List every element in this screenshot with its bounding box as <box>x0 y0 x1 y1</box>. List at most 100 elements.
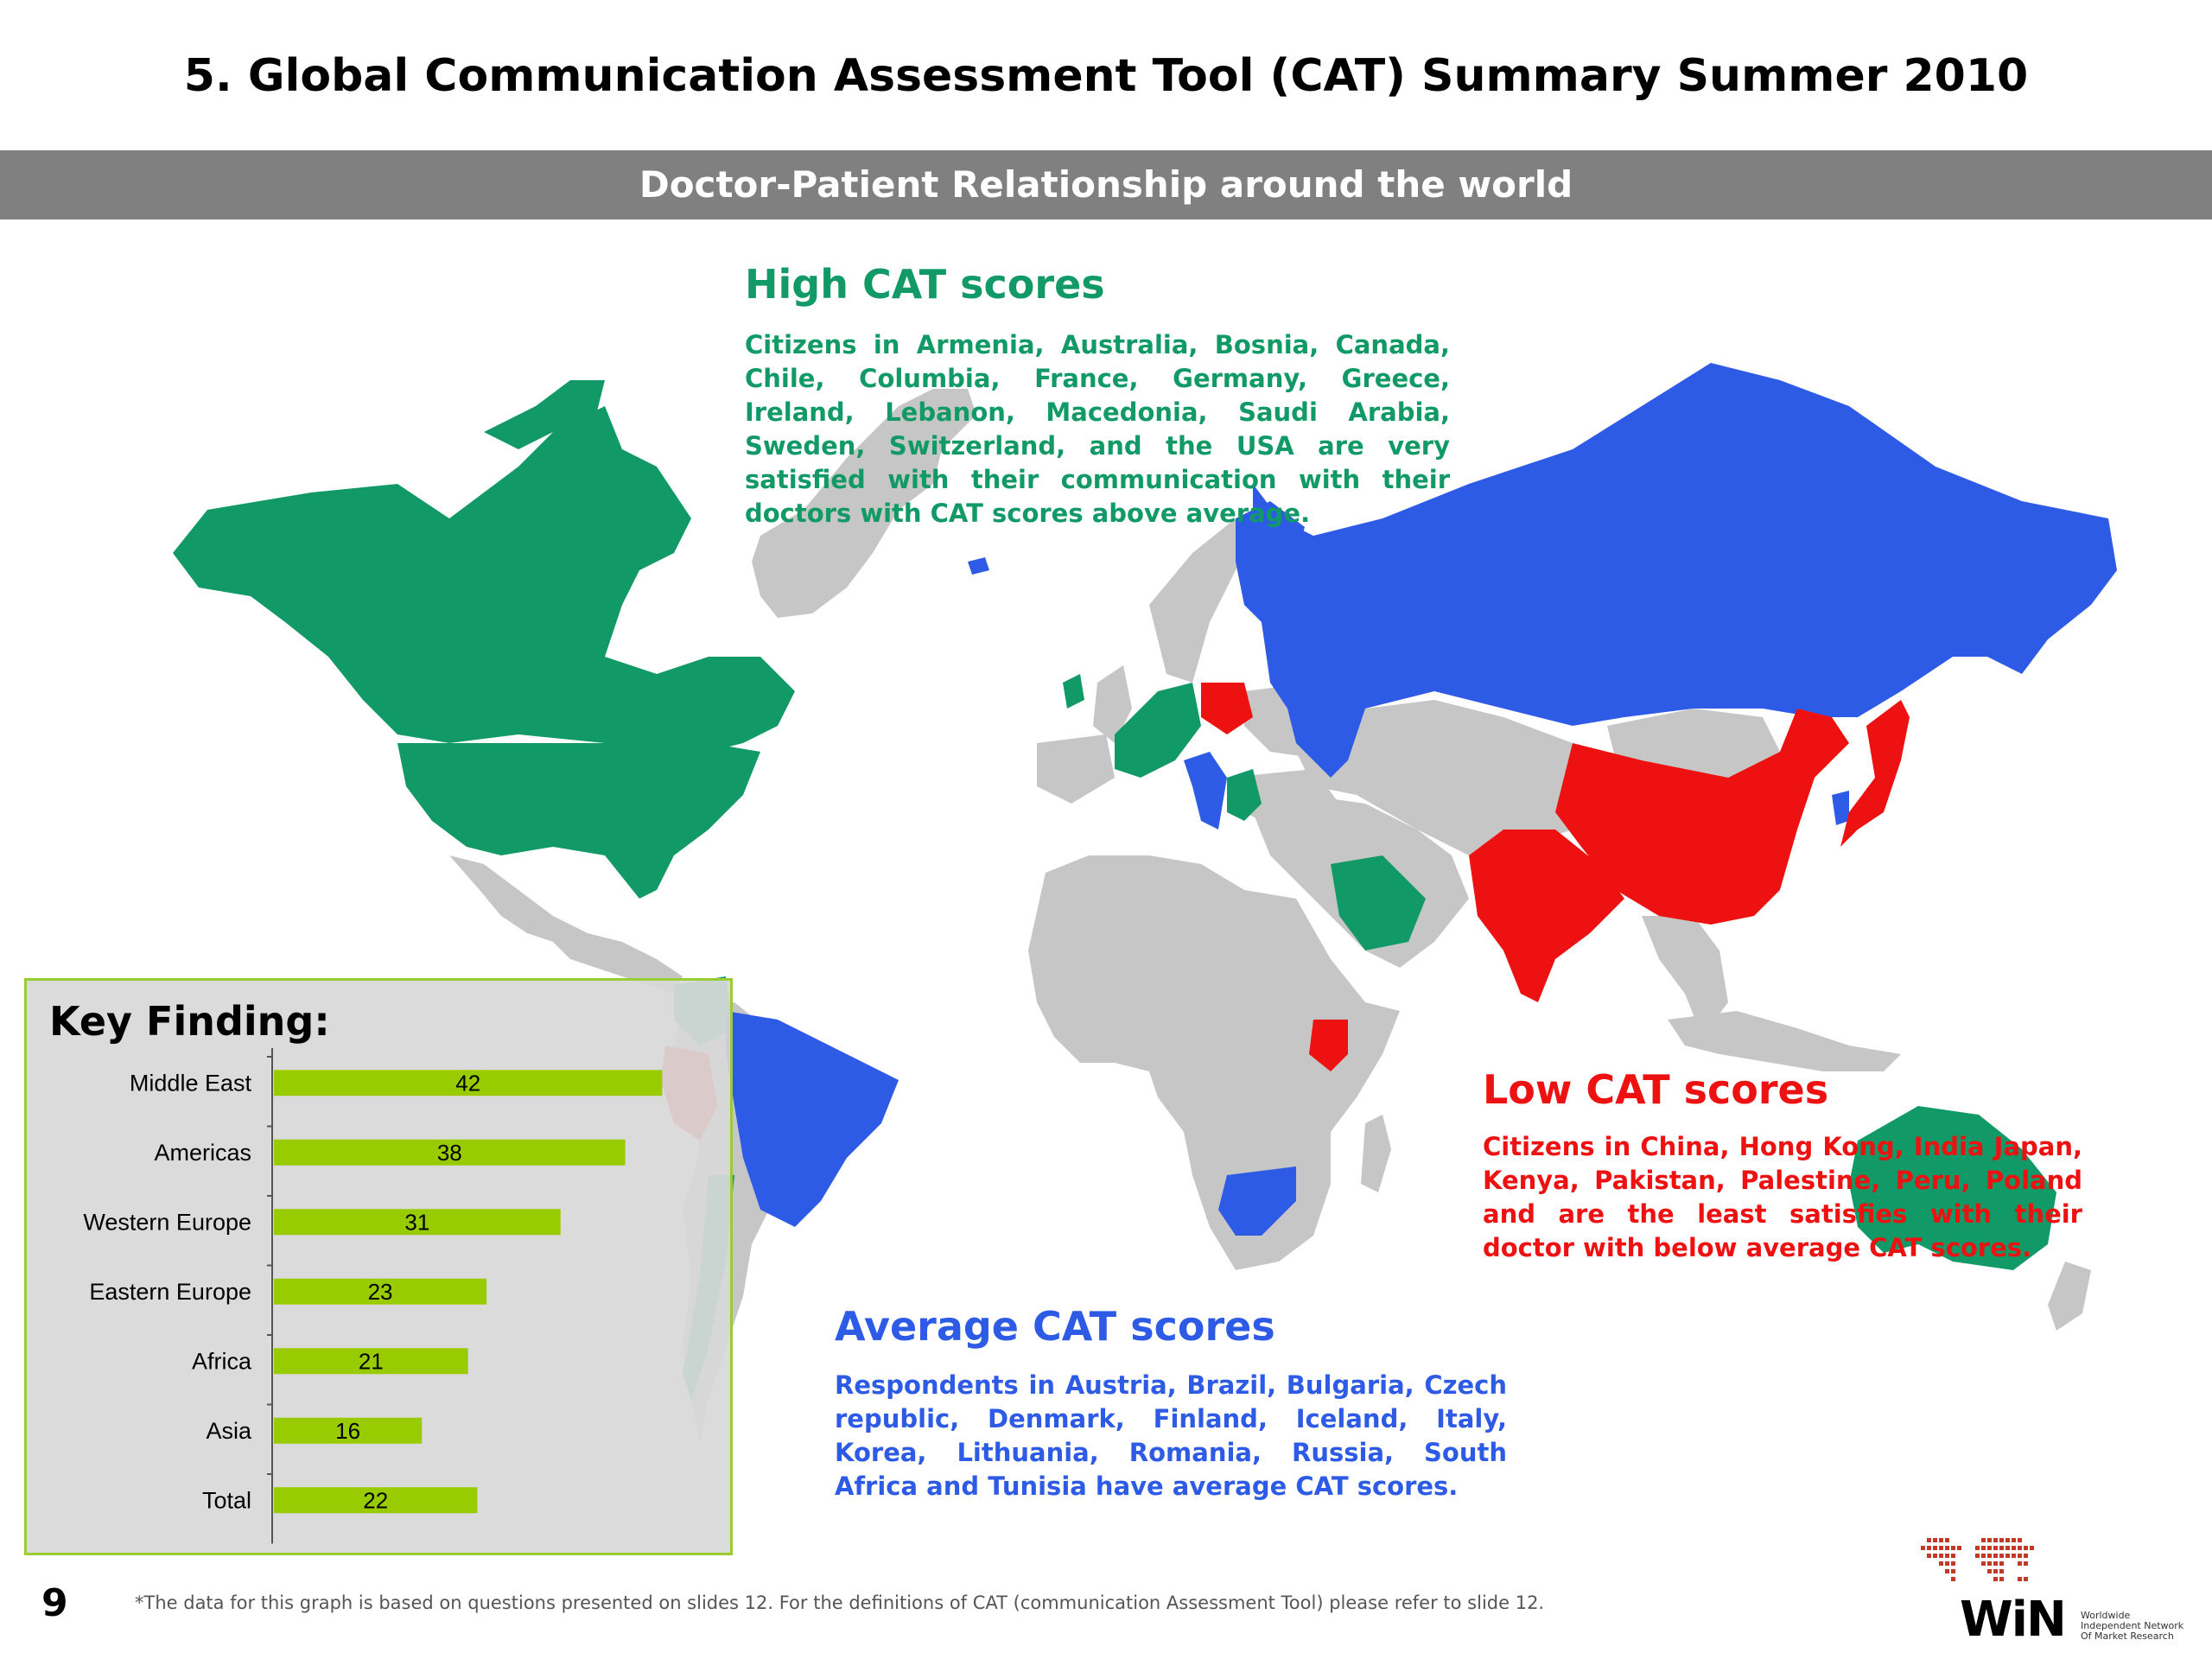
logo-dot <box>2012 1538 2016 1542</box>
logo-dot <box>2018 1577 2022 1581</box>
bar <box>274 1487 478 1514</box>
logo-dot <box>2018 1546 2022 1550</box>
bar-value-label: 38 <box>437 1140 462 1166</box>
bar <box>274 1139 626 1166</box>
logo-dot <box>1933 1538 1937 1542</box>
bar <box>274 1348 468 1375</box>
logo-dot <box>1945 1561 1949 1566</box>
key-finding-panel: Key Finding: Middle East 42 Americas 38 West… <box>24 978 733 1555</box>
logo-dot <box>2005 1538 2010 1542</box>
high-scores-heading: High CAT scores <box>745 261 1105 308</box>
logo-dot <box>1981 1538 1986 1542</box>
logo-dot <box>1993 1546 1998 1550</box>
average-score-regions <box>726 363 2117 1236</box>
logo-dot <box>1939 1538 1943 1542</box>
key-finding-title: Key Finding: <box>49 998 330 1045</box>
logo-dot <box>2012 1546 2016 1550</box>
region-brazil <box>726 1011 899 1227</box>
logo-dot <box>1993 1569 1998 1573</box>
bar <box>274 1209 561 1236</box>
logo-dot <box>1987 1561 1992 1566</box>
logo-dot <box>1993 1577 1998 1581</box>
region-central-asia <box>1296 700 1607 855</box>
region-australia <box>1849 1106 2056 1270</box>
logo-dot <box>1939 1554 1943 1558</box>
region-usa <box>397 743 760 899</box>
subtitle-band: Doctor-Patient Relationship around the w… <box>0 150 2212 219</box>
logo-dot <box>1999 1561 2004 1566</box>
region-central-america <box>449 855 683 994</box>
logo-dot <box>1975 1554 1980 1558</box>
logo-dot <box>2024 1561 2028 1566</box>
logo-dot <box>1951 1561 1955 1566</box>
bar <box>274 1070 663 1096</box>
logo-dot <box>2012 1554 2016 1558</box>
region-spain <box>1037 734 1115 804</box>
average-scores-heading: Average CAT scores <box>835 1303 1275 1350</box>
region-greenland-shape <box>752 389 976 618</box>
logo-dot <box>1927 1546 1931 1550</box>
bar <box>274 1417 423 1444</box>
logo-tagline: Worldwide Independent Network Of Market … <box>2081 1610 2184 1642</box>
bar-value-label: 16 <box>335 1418 360 1444</box>
bar-value-label: 42 <box>455 1070 480 1096</box>
region-africa <box>1028 855 1400 1270</box>
logo-dot <box>1927 1538 1931 1542</box>
region-poland <box>1201 683 1253 734</box>
logo-dot <box>1987 1538 1992 1542</box>
region-indonesia <box>1668 1011 1901 1071</box>
bar-value-label: 21 <box>359 1348 384 1374</box>
region-madagascar <box>1361 1115 1391 1192</box>
logo-dot <box>1993 1561 1998 1566</box>
region-canada <box>173 406 795 752</box>
logo-dot <box>1951 1577 1955 1581</box>
high-score-regions <box>173 380 2056 1400</box>
logo-dot <box>1945 1538 1949 1542</box>
logo-dot <box>1945 1546 1949 1550</box>
region-india-pakistan <box>1469 830 1624 1002</box>
bar <box>274 1278 487 1305</box>
logo-dot <box>1957 1546 1961 1550</box>
logo-dot <box>2018 1561 2022 1566</box>
category-label: Middle East <box>130 1070 252 1096</box>
logo-dot <box>2005 1546 2010 1550</box>
logo-dot <box>1999 1569 2004 1573</box>
bar-value-label: 23 <box>368 1279 393 1305</box>
logo-dot <box>1999 1577 2004 1581</box>
region-scandinavia-norway <box>1149 518 1262 683</box>
region-italy-central-europe <box>1184 752 1227 830</box>
region-iceland <box>968 557 989 575</box>
logo-word: WiN <box>1960 1592 2067 1648</box>
logo-dot <box>1987 1546 1992 1550</box>
logo-dot <box>1921 1546 1925 1550</box>
region-finland-sweden <box>1236 501 1305 622</box>
logo-dot <box>1981 1554 1986 1558</box>
logo-dot <box>2030 1546 2034 1550</box>
average-scores-text: Respondents in Austria, Brazil, Bulgaria… <box>835 1370 1507 1501</box>
region-saudi-arabia <box>1331 855 1426 950</box>
logo-dot <box>1933 1554 1937 1558</box>
logo-dot <box>1999 1538 2004 1542</box>
win-logo: WiN Worldwide Independent Network Of Mar… <box>1910 1538 2203 1650</box>
logo-dot <box>1999 1546 2004 1550</box>
logo-dot <box>1951 1554 1955 1558</box>
region-south-africa <box>1218 1166 1296 1236</box>
logo-dot <box>1987 1554 1992 1558</box>
logo-dot <box>1993 1538 1998 1542</box>
region-japan <box>1840 700 1910 847</box>
logo-dot <box>1945 1554 1949 1558</box>
logo-dot <box>2018 1538 2022 1542</box>
logo-dot <box>1939 1561 1943 1566</box>
region-korea <box>1832 791 1849 825</box>
logo-dot <box>1981 1546 1986 1550</box>
logo-dot <box>2018 1554 2022 1558</box>
category-label: Total <box>202 1487 251 1513</box>
page-subtitle: Doctor-Patient Relationship around the w… <box>639 163 1573 206</box>
logo-dot <box>2024 1546 2028 1550</box>
logo-dot <box>1939 1546 1943 1550</box>
logo-dot <box>2024 1554 2028 1558</box>
category-label: Eastern Europe <box>89 1279 251 1305</box>
logo-dot <box>1933 1546 1937 1550</box>
logo-dot <box>1951 1546 1955 1550</box>
